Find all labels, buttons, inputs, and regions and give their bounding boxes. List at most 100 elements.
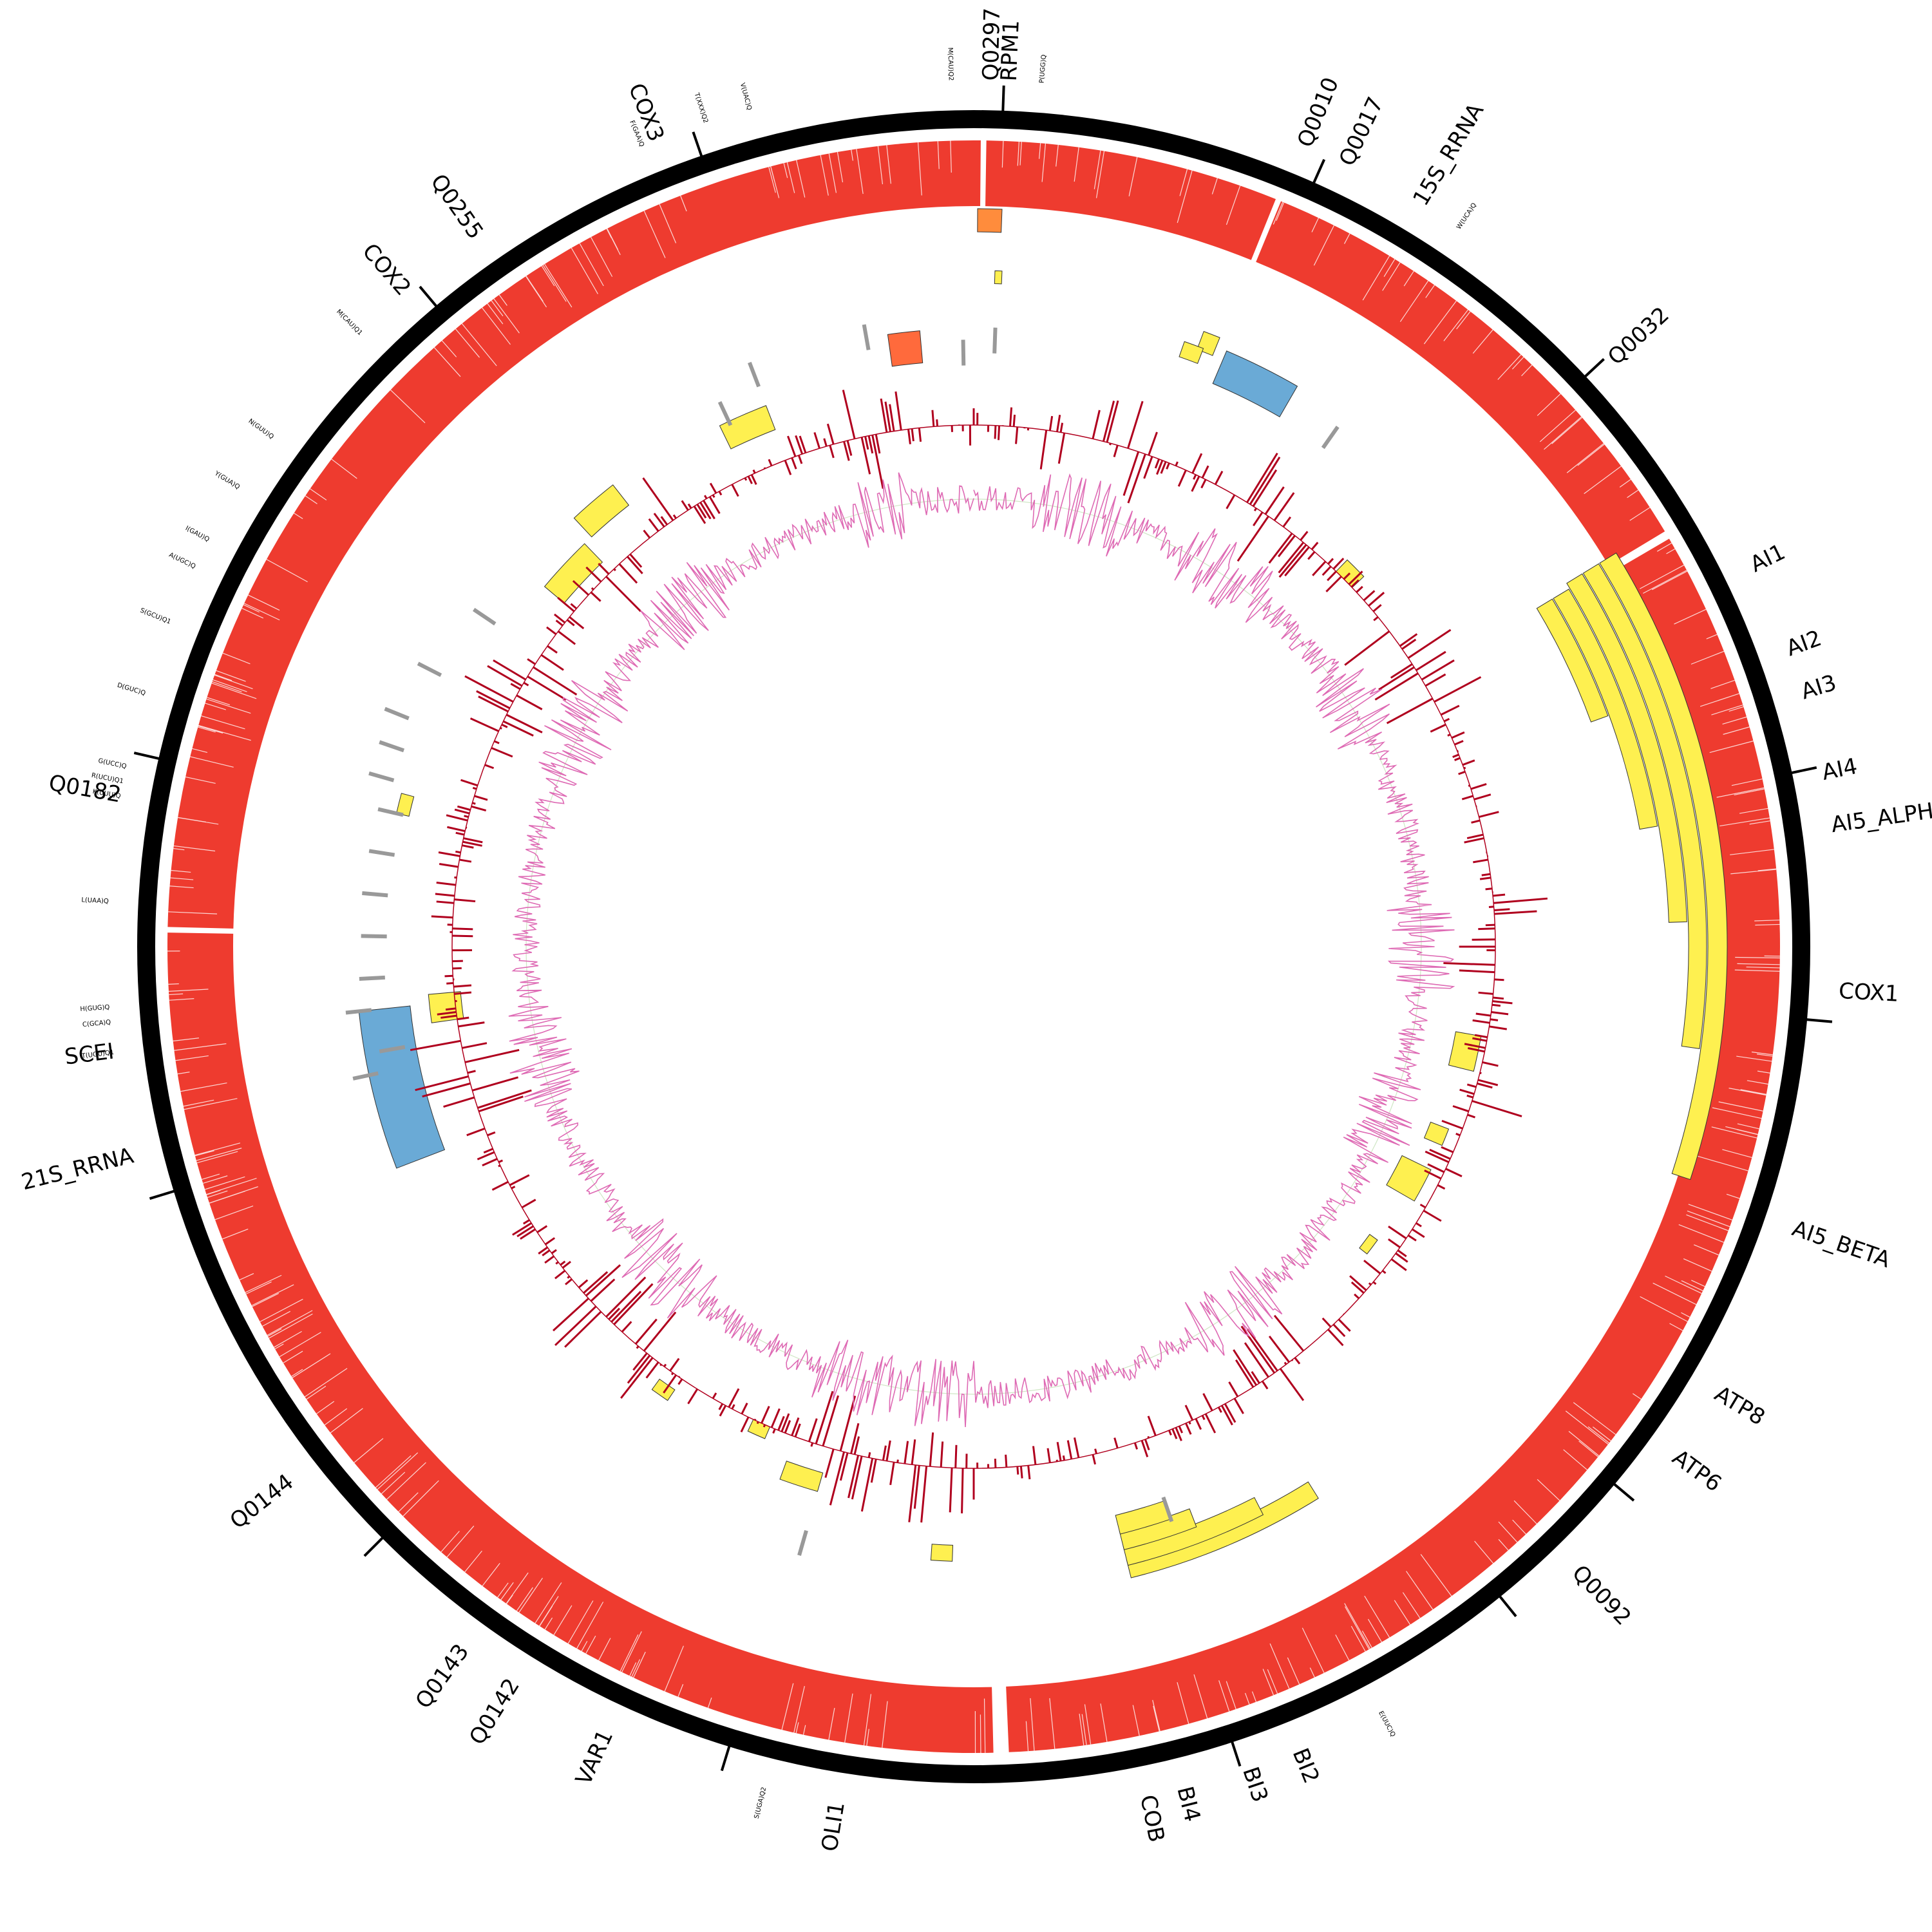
rrna-15s: [1212, 350, 1298, 417]
intron-ai5-alpha: [1599, 552, 1728, 1180]
gene-label: RPM1: [996, 19, 1025, 82]
gene-tick: [1806, 1018, 1833, 1023]
gene-tick: [720, 1745, 731, 1772]
gene-tick: [133, 752, 160, 760]
trna-mark: [384, 706, 410, 721]
backbone-ring: [137, 110, 1810, 1783]
genome-backbone: [137, 110, 1810, 1783]
coverage-arc: [985, 140, 1276, 260]
intron-block: [1386, 1155, 1432, 1202]
gene-label: SCEI: [63, 1039, 115, 1070]
trna-mark: [472, 607, 497, 626]
trna-label: M(CAU)Q2: [946, 48, 954, 81]
gene-label: AI4: [1820, 753, 1860, 786]
gene-tick: [1613, 1482, 1635, 1502]
gene-tick: [1791, 766, 1817, 775]
trna-label: L(UAA)Q: [81, 896, 109, 905]
trna-mark: [362, 891, 388, 898]
trna-label: H(GUG)Q: [80, 1004, 110, 1013]
gene-label: Q0143: [410, 1639, 474, 1713]
trna-label-layer: M(CAU)Q2 P(UGG)QW(UCA)QV(UAC)QT(XXX)Q2F(G…: [80, 48, 1478, 1820]
gene-label: Q0092: [1567, 1560, 1636, 1631]
trna-mark: [352, 1071, 379, 1081]
trna-mark: [961, 339, 966, 366]
gene-label: Q0010: [1293, 73, 1344, 151]
trna-label: S(GCU)Q1: [139, 607, 172, 626]
coverage-arc: [167, 933, 994, 1753]
rrna-21s: [358, 1005, 446, 1169]
intron-block: [1179, 341, 1204, 365]
trna-mark: [417, 661, 442, 677]
trna-label: E(UUC)Q: [1377, 1710, 1396, 1738]
trna-mark: [379, 1045, 406, 1054]
gene-label: Q0255: [425, 169, 488, 244]
coverage-arc: [167, 140, 974, 929]
trna-label: Y(GUA)Q: [213, 469, 241, 491]
intron-block: [1359, 1234, 1378, 1255]
trna-label: D(GUC)Q: [117, 682, 147, 697]
trna-label: S(UGA)Q2: [753, 1786, 768, 1819]
intron-block: [1448, 1031, 1482, 1072]
gene-label: AI1: [1746, 539, 1789, 578]
intron-block: [1423, 1121, 1450, 1146]
intron-block: [719, 405, 776, 450]
trna-mark: [368, 849, 395, 857]
gene-label: AI5_BETA: [1789, 1216, 1894, 1273]
gene-label: Q0144: [225, 1469, 299, 1534]
gene-tick: [363, 1537, 384, 1557]
trna-label: I(GAU)Q: [184, 525, 211, 544]
gene-label: AI5_ALPHA: [1830, 796, 1932, 838]
gene-label: COB: [1135, 1793, 1170, 1844]
trna-track: [345, 324, 1340, 1556]
gene-label: AI2: [1783, 625, 1825, 661]
gene-label: Q0297: [978, 8, 1005, 81]
orf-marker: [977, 208, 1003, 233]
trna-mark: [1321, 426, 1340, 450]
gene-label: COX1: [1838, 978, 1899, 1007]
gene-label: AI3: [1798, 670, 1839, 705]
gene-label: VAR1: [571, 1726, 618, 1789]
coverage-arc: [1256, 201, 1665, 565]
gene-label: BI4: [1171, 1784, 1205, 1824]
intron-block: [573, 484, 630, 538]
trna-mark: [368, 771, 395, 782]
intron-block: [395, 793, 415, 817]
gc-baseline: [451, 424, 1496, 1469]
gene-tick: [419, 285, 438, 307]
gene-ticks: [133, 85, 1833, 1772]
gene-label: COX3: [623, 80, 669, 145]
trna-mark: [797, 1530, 808, 1556]
coverage-notches: [167, 140, 1780, 1754]
gene-tick: [1584, 358, 1605, 378]
intron-block: [779, 1461, 824, 1492]
gene-label: OLI1: [817, 1800, 850, 1853]
gene-tick: [692, 131, 703, 157]
trna-mark: [717, 401, 733, 426]
trna-mark: [379, 740, 405, 753]
coverage-arc: [1006, 538, 1780, 1752]
intron-block: [930, 1544, 954, 1562]
trna-mark: [862, 324, 871, 350]
coverage-arc: [974, 140, 981, 207]
intron-block: [994, 270, 1003, 285]
orf-marker: [887, 330, 923, 367]
gene-label: ATP6: [1667, 1444, 1726, 1497]
trna-mark: [345, 1008, 372, 1015]
gene-label: Q0142: [464, 1674, 525, 1749]
trna-label: P(UGG)Q: [1039, 54, 1048, 83]
gene-tick: [1312, 158, 1326, 184]
coverage-track: [167, 140, 1780, 1754]
gene-label: ATP8: [1710, 1381, 1769, 1430]
gc-skew-trace: [508, 472, 1455, 1428]
trna-mark: [748, 361, 761, 388]
trna-label: A(UGC)Q: [167, 551, 196, 570]
gene-label: Q0032: [1603, 302, 1674, 370]
gene-label: COX2: [357, 238, 415, 301]
intron-block: [544, 543, 603, 604]
trna-mark: [992, 327, 998, 354]
gene-label: 15S_RRNA: [1408, 99, 1489, 211]
gene-tick: [149, 1189, 175, 1200]
